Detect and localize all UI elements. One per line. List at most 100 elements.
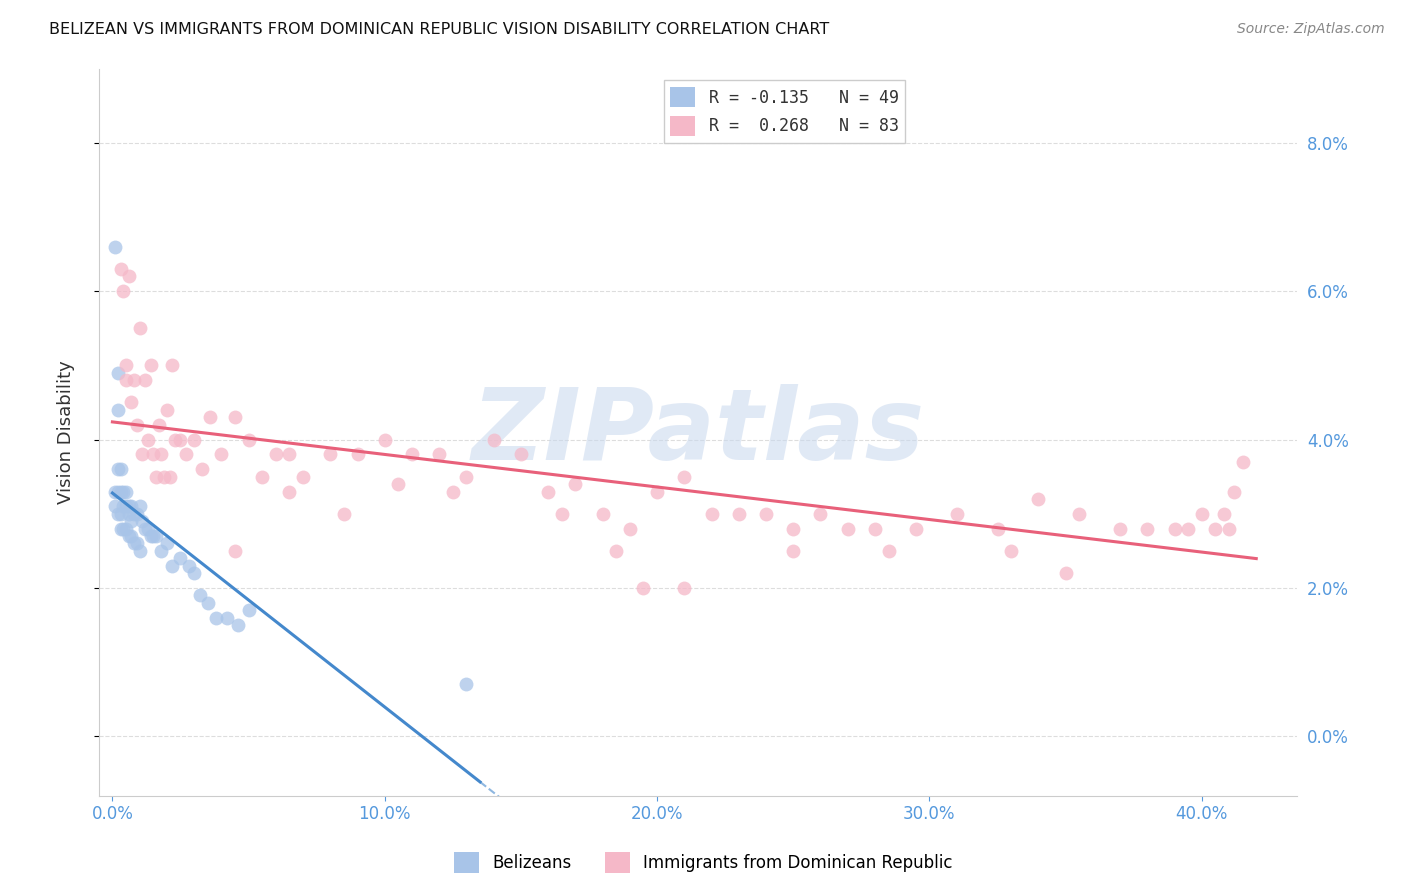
Point xyxy=(136,522,159,536)
Point xyxy=(118,529,141,543)
Point xyxy=(107,462,129,476)
Point xyxy=(110,507,132,521)
Point xyxy=(169,433,191,447)
Point xyxy=(163,433,186,447)
Point xyxy=(139,529,162,543)
Text: BELIZEAN VS IMMIGRANTS FROM DOMINICAN REPUBLIC VISION DISABILITY CORRELATION CHA: BELIZEAN VS IMMIGRANTS FROM DOMINICAN RE… xyxy=(49,22,830,37)
Point xyxy=(156,536,179,550)
Point xyxy=(238,433,260,447)
Point xyxy=(209,447,232,461)
Point xyxy=(605,544,627,558)
Point xyxy=(125,536,148,550)
Point xyxy=(118,500,141,514)
Point xyxy=(1212,507,1234,521)
Point xyxy=(145,469,167,483)
Point xyxy=(592,507,614,521)
Point xyxy=(142,529,165,543)
Point xyxy=(633,581,655,595)
Point xyxy=(727,507,749,521)
Point xyxy=(104,500,127,514)
Point xyxy=(188,588,211,602)
Point xyxy=(374,433,396,447)
Point xyxy=(112,522,135,536)
Point xyxy=(107,366,129,380)
Point xyxy=(1204,522,1226,536)
Point xyxy=(482,433,505,447)
Point xyxy=(333,507,356,521)
Point xyxy=(150,447,173,461)
Point xyxy=(122,373,145,387)
Point xyxy=(104,239,127,253)
Point xyxy=(107,507,129,521)
Point xyxy=(945,507,967,521)
Point xyxy=(118,507,141,521)
Point xyxy=(115,500,138,514)
Point xyxy=(107,403,129,417)
Point xyxy=(278,447,301,461)
Point xyxy=(782,522,804,536)
Point xyxy=(224,410,246,425)
Point xyxy=(145,529,167,543)
Point xyxy=(118,269,141,284)
Point xyxy=(110,261,132,276)
Point xyxy=(1028,491,1050,506)
Point xyxy=(1163,522,1185,536)
Point xyxy=(551,507,574,521)
Point xyxy=(115,484,138,499)
Point xyxy=(226,618,249,632)
Point xyxy=(278,484,301,499)
Point xyxy=(456,469,478,483)
Point xyxy=(110,522,132,536)
Point xyxy=(619,522,641,536)
Point xyxy=(136,433,159,447)
Point xyxy=(134,373,156,387)
Point xyxy=(224,544,246,558)
Point xyxy=(110,462,132,476)
Point xyxy=(509,447,531,461)
Point xyxy=(183,433,205,447)
Point xyxy=(150,544,173,558)
Legend: R = -0.135   N = 49, R =  0.268   N = 83: R = -0.135 N = 49, R = 0.268 N = 83 xyxy=(664,80,905,143)
Point xyxy=(346,447,368,461)
Point xyxy=(673,469,696,483)
Point xyxy=(1054,566,1077,581)
Point xyxy=(156,403,179,417)
Point xyxy=(1223,484,1246,499)
Point xyxy=(456,677,478,691)
Point xyxy=(1191,507,1213,521)
Point xyxy=(810,507,832,521)
Text: Source: ZipAtlas.com: Source: ZipAtlas.com xyxy=(1237,22,1385,37)
Point xyxy=(131,447,153,461)
Point xyxy=(904,522,927,536)
Point xyxy=(441,484,464,499)
Point xyxy=(1232,455,1254,469)
Point xyxy=(177,558,200,573)
Point xyxy=(387,477,409,491)
Point xyxy=(122,507,145,521)
Point xyxy=(250,469,273,483)
Point xyxy=(1000,544,1022,558)
Point xyxy=(131,514,153,528)
Point xyxy=(115,373,138,387)
Point xyxy=(986,522,1008,536)
Point xyxy=(125,417,148,432)
Point xyxy=(1109,522,1132,536)
Point xyxy=(112,500,135,514)
Point xyxy=(153,469,176,483)
Point xyxy=(401,447,423,461)
Point xyxy=(110,484,132,499)
Point xyxy=(205,610,228,624)
Legend: Belizeans, Immigrants from Dominican Republic: Belizeans, Immigrants from Dominican Rep… xyxy=(447,846,959,880)
Text: ZIPatlas: ZIPatlas xyxy=(471,384,925,481)
Point xyxy=(142,447,165,461)
Point xyxy=(121,514,143,528)
Point xyxy=(1069,507,1091,521)
Point xyxy=(115,522,138,536)
Point xyxy=(645,484,668,499)
Point xyxy=(877,544,900,558)
Y-axis label: Vision Disability: Vision Disability xyxy=(58,360,75,504)
Point xyxy=(564,477,586,491)
Point xyxy=(107,484,129,499)
Point xyxy=(1218,522,1240,536)
Point xyxy=(200,410,222,425)
